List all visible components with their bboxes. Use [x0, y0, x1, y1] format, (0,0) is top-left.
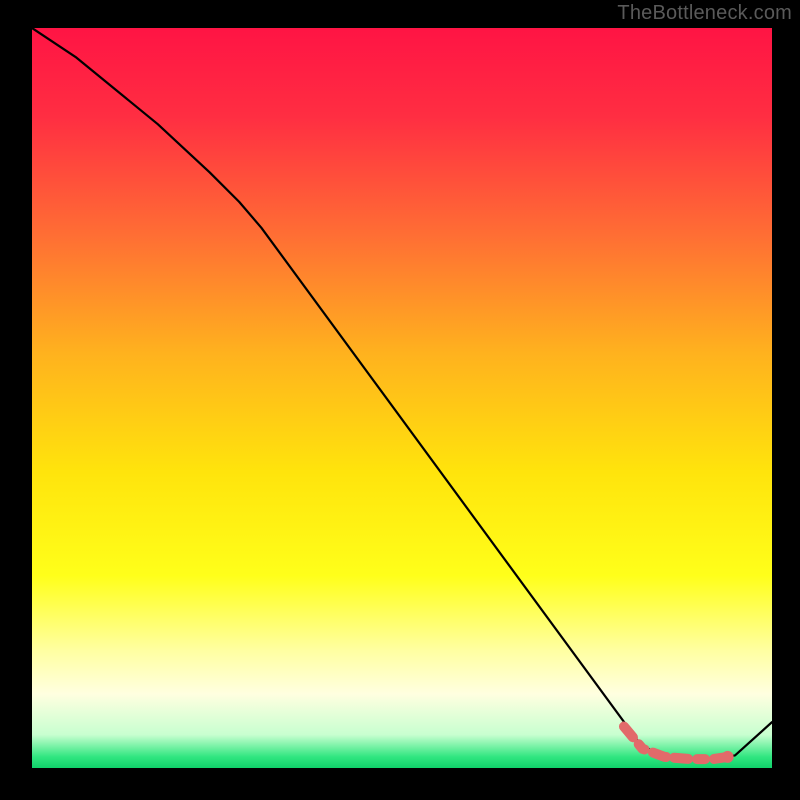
chart-plot-area — [32, 28, 772, 768]
chart-svg — [32, 28, 772, 768]
watermark-text: TheBottleneck.com — [617, 2, 792, 25]
gradient-background — [32, 28, 772, 768]
optimal-point-marker — [722, 751, 734, 763]
